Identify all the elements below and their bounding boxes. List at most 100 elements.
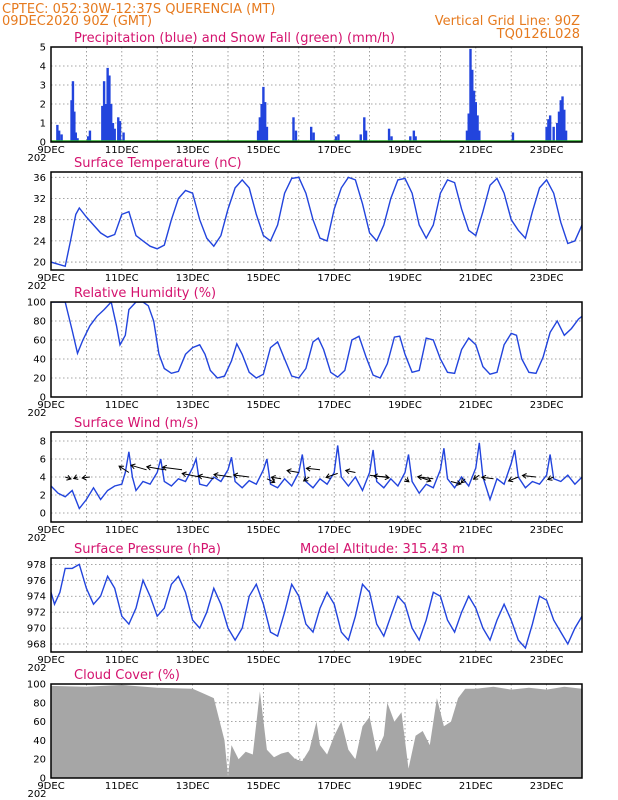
x-tick-label: 15DEC — [247, 273, 281, 284]
precip-bar — [263, 102, 267, 142]
plot-area-temp — [51, 176, 582, 268]
x-tick-label: 17DEC — [317, 655, 351, 666]
precip-bar — [414, 136, 417, 142]
x-tick-label: 19DEC — [388, 145, 422, 156]
panel-wind: 0 2 4 6 8 9DEC 11DEC 13DEC 15DEC 17DEC 19DEC 21DEC 2… — [27, 416, 583, 544]
x-tick-label: 17DEC — [317, 781, 351, 792]
wind-arrow — [266, 478, 276, 484]
y-tick-label: 28 — [33, 215, 46, 226]
y-tick-label: 0 — [40, 138, 46, 149]
precip-bar — [556, 123, 559, 142]
precip-bar — [563, 109, 566, 142]
cloud-area — [51, 684, 582, 778]
x-tick-label: 9DEC — [37, 400, 64, 411]
precip-bar — [471, 69, 474, 142]
precip-bar — [359, 134, 362, 142]
y-tick-label: 24 — [33, 236, 46, 247]
panel-frame — [50, 301, 583, 398]
y-tick-label: 0 — [40, 509, 46, 520]
precip-bar — [106, 67, 109, 142]
x-tick-label: 13DEC — [176, 781, 210, 792]
wind-arrow — [197, 473, 214, 480]
x-tick-label: 15DEC — [247, 781, 281, 792]
x-tick-label: 15DEC — [247, 400, 281, 411]
y-tick-label: 2 — [40, 491, 46, 502]
x-tick-label: 19DEC — [388, 400, 422, 411]
temp-line — [51, 176, 582, 268]
precip-bar — [104, 104, 108, 142]
wind-arrow — [450, 480, 462, 486]
wind-arrow — [507, 476, 519, 483]
precip-bar — [74, 132, 77, 142]
precip-bar — [472, 90, 476, 142]
precip-bar — [561, 96, 564, 142]
y-tick-label: 32 — [33, 194, 46, 205]
x-tick-label: 19DEC — [388, 781, 422, 792]
x-tick-label: 19DEC — [388, 655, 422, 666]
precip-bar — [60, 134, 63, 142]
x-tick-label: 9DEC — [37, 273, 64, 284]
precip-bar — [73, 111, 76, 142]
x-year-stub: 202 — [27, 408, 46, 419]
panel-title: Surface Temperature (nC) — [74, 156, 242, 171]
precip-bar — [469, 48, 472, 142]
x-tick-label: 17DEC — [317, 525, 351, 536]
wind-arrow — [286, 468, 299, 475]
x-tick-label: 9DEC — [37, 525, 64, 536]
panel-title: Surface Wind (m/s) — [74, 416, 198, 431]
y-tick-label: 6 — [40, 455, 46, 466]
x-tick-label: 17DEC — [317, 273, 351, 284]
precip-bar — [109, 104, 113, 142]
y-tick-label: 20 — [33, 755, 46, 766]
x-tick-label: 17DEC — [317, 145, 351, 156]
panel-title: Relative Humidity (%) — [74, 286, 216, 301]
precip-bar — [467, 113, 470, 142]
precip-bar — [265, 126, 269, 142]
wind-arrow — [118, 465, 130, 473]
panel-title: Precipitation (blue) and Snow Fall (gree… — [74, 31, 395, 46]
wind-arrow — [472, 474, 480, 480]
panel-frame — [50, 171, 583, 271]
x-tick-label: 15DEC — [247, 145, 281, 156]
precip-bar — [258, 117, 262, 142]
precip-bar — [337, 134, 340, 142]
y-tick-label: 974 — [27, 592, 46, 603]
precip-bar — [260, 104, 263, 142]
precip-bar — [557, 111, 561, 142]
precip-bar — [76, 138, 79, 142]
wind-arrow — [325, 472, 338, 479]
precip-bar — [312, 132, 315, 142]
precip-bar — [88, 130, 92, 142]
y-tick-label: 60 — [33, 336, 46, 347]
precip-bar — [111, 123, 115, 142]
header-model-code: TQ0126L028 — [496, 27, 580, 42]
y-tick-label: 20 — [33, 374, 46, 385]
plot-area-precip — [51, 48, 582, 142]
y-tick-label: 970 — [27, 624, 46, 635]
x-tick-label: 19DEC — [388, 525, 422, 536]
y-tick-label: 40 — [33, 736, 46, 747]
x-year-stub: 202 — [27, 153, 46, 164]
y-tick-label: 3 — [40, 81, 46, 92]
panel-frame — [50, 683, 583, 779]
wind-arrow — [404, 477, 410, 483]
y-tick-label: 976 — [27, 576, 46, 587]
x-tick-label: 13DEC — [176, 400, 210, 411]
wind-arrow — [145, 464, 165, 471]
x-tick-label: 9DEC — [37, 145, 64, 156]
precip-bar — [117, 117, 120, 142]
y-tick-label: 1 — [40, 119, 46, 130]
pressure-line — [51, 563, 582, 650]
precip-bar — [113, 128, 116, 142]
precip-bar — [122, 132, 125, 142]
precip-bar — [409, 136, 412, 142]
precip-bar — [294, 130, 298, 142]
x-tick-label: 17DEC — [317, 400, 351, 411]
x-tick-label: 13DEC — [176, 655, 210, 666]
x-year-stub: 202 — [27, 663, 46, 674]
y-tick-label: 60 — [33, 717, 46, 728]
precip-bar — [86, 136, 90, 142]
y-tick-label: 100 — [27, 680, 46, 691]
precip-bar — [102, 81, 106, 142]
wind-arrow — [65, 474, 72, 481]
